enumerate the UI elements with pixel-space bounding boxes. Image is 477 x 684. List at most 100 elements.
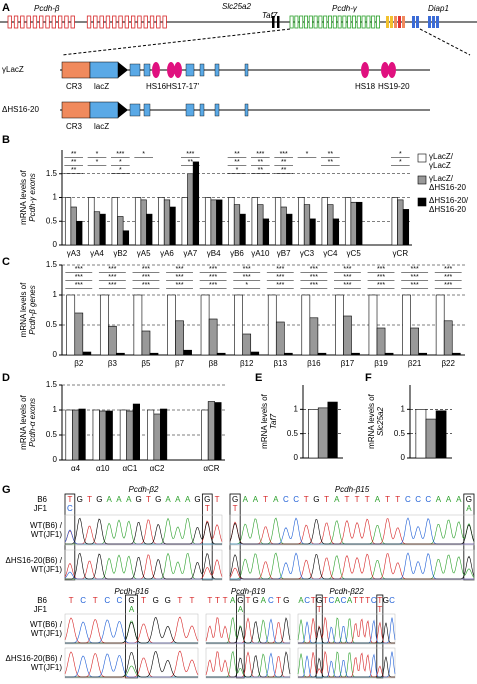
x-tick-label: β19: [374, 359, 388, 368]
y-axis-title: mRNA levels of: [19, 282, 28, 337]
base: T: [246, 596, 251, 605]
bar: [64, 197, 72, 246]
strain-label: JF1: [34, 504, 48, 513]
gamma-exon: [308, 15, 313, 29]
base: G: [283, 596, 289, 605]
significance: *: [96, 151, 99, 158]
base: C: [117, 596, 123, 605]
trace-frame: [205, 613, 291, 645]
exon: [199, 63, 205, 77]
base: T: [355, 495, 360, 504]
base: T: [263, 495, 268, 504]
significance: ***: [377, 282, 385, 289]
gamma-exon: [313, 15, 318, 29]
bar: [207, 401, 215, 461]
base: A: [446, 495, 452, 504]
exon: [244, 63, 249, 77]
trace: [65, 665, 198, 678]
base: T: [67, 495, 72, 504]
bar: [208, 318, 218, 356]
bar: [158, 197, 165, 246]
element-label: CR3: [66, 82, 83, 91]
base: T: [377, 596, 382, 605]
constant-exon: [398, 16, 401, 28]
trace-frame: [64, 514, 223, 546]
base: A: [334, 495, 340, 504]
zoom-line: [419, 28, 471, 56]
bar: [132, 403, 140, 461]
y-tick-label: 0: [53, 350, 58, 359]
snp-base: A: [238, 605, 244, 614]
base: T: [223, 596, 228, 605]
base: A: [243, 495, 249, 504]
gene-title: Pcdh-β19: [231, 587, 266, 596]
bar: [192, 161, 200, 246]
beta-exon: [112, 15, 117, 29]
bar: [344, 197, 352, 246]
y-axis-title: mRNA levels of: [19, 394, 28, 449]
panel-label: E: [255, 372, 262, 384]
y-tick-label: 0: [53, 240, 58, 249]
significance: *: [399, 159, 402, 166]
bar: [368, 294, 378, 356]
x-tick-label: γB7: [277, 249, 291, 258]
gamma-exon: [332, 15, 337, 29]
trace: [205, 617, 290, 644]
base: G: [135, 495, 141, 504]
x-tick-label: γB6: [230, 249, 244, 258]
taf7-exon: [277, 16, 280, 28]
bar: [233, 204, 241, 246]
base: C: [268, 596, 274, 605]
snp-base: C: [67, 504, 73, 513]
bar: [443, 320, 453, 356]
bar: [251, 197, 258, 246]
beta-exon: [149, 15, 155, 29]
significance: *: [119, 159, 122, 166]
exon: [436, 16, 439, 28]
base: T: [304, 495, 309, 504]
significance: ***: [186, 151, 194, 158]
base: G: [153, 596, 159, 605]
bar: [140, 199, 147, 246]
beta-exon: [13, 15, 19, 29]
exon: [129, 103, 141, 117]
gamma-exon: [361, 15, 366, 29]
bar: [66, 294, 76, 356]
base: C: [341, 596, 347, 605]
gamma-exon: [342, 15, 347, 29]
gamma-exon: [323, 15, 328, 29]
y-axis-title: Taf7: [269, 413, 278, 429]
bar: [435, 294, 445, 356]
x-tick-label: β16: [307, 359, 321, 368]
significance: ***: [142, 274, 150, 281]
locus-label: Slc25a2: [222, 2, 251, 11]
x-tick-label: β2: [74, 359, 84, 368]
y-tick-label: 0.5: [394, 429, 406, 438]
legend-label: γLacZ/γLacZ: [429, 152, 454, 170]
bar: [72, 409, 80, 461]
x-tick-label: β8: [209, 359, 219, 368]
site-label: HS17-17': [166, 82, 200, 91]
y-tick-label: 0: [294, 453, 299, 462]
constant-exon: [386, 16, 389, 28]
base: C: [425, 495, 431, 504]
trace-frame: [64, 647, 199, 679]
taf7-exon: [272, 16, 275, 28]
strain-label: JF1: [34, 605, 48, 614]
gene-title: Pcdh-β2: [129, 485, 159, 494]
constant-exon: [394, 16, 397, 28]
trace-frame: [229, 549, 475, 581]
bar: [267, 294, 277, 356]
site-label: HS18: [355, 82, 376, 91]
trace: [298, 656, 395, 678]
significance: *: [306, 151, 309, 158]
base: T: [344, 495, 349, 504]
bar: [356, 201, 363, 246]
bar: [210, 199, 217, 246]
gene-title: Pcdh-β16: [114, 587, 149, 596]
bar: [149, 352, 159, 356]
legend-swatch: [417, 153, 427, 163]
base: C: [104, 596, 110, 605]
bar: [234, 294, 243, 356]
trace: [229, 518, 474, 545]
